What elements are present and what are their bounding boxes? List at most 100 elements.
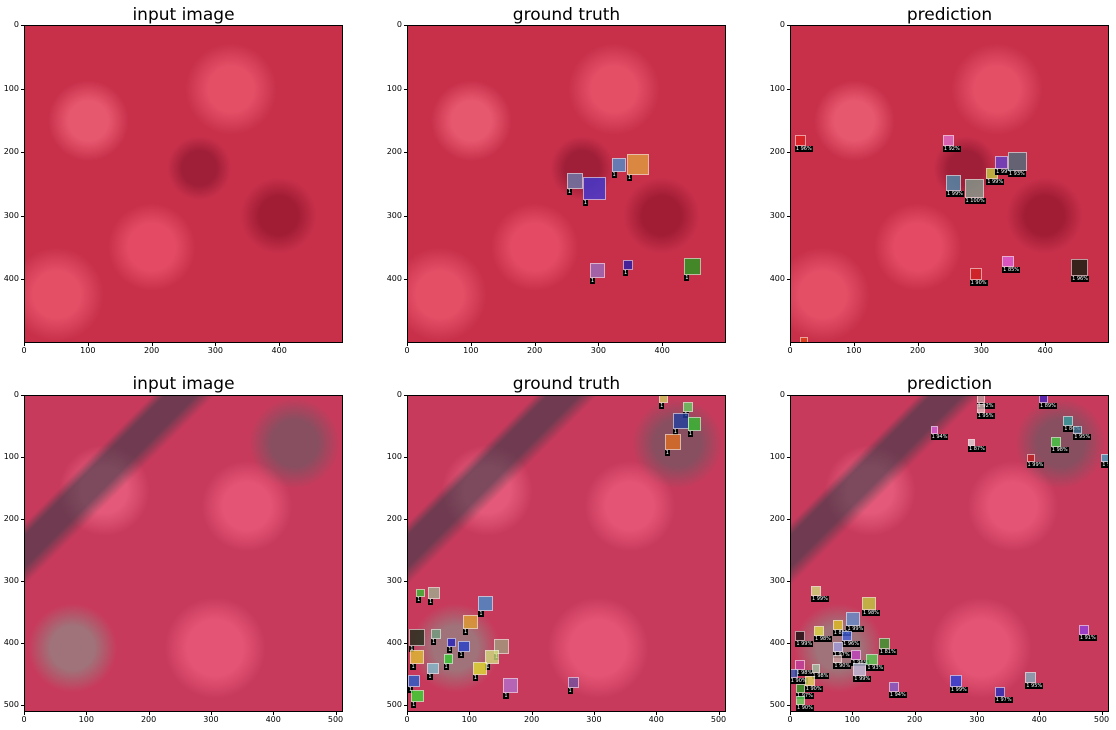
x-tick-mark <box>335 712 337 715</box>
detection-label: 1 94% <box>888 691 907 698</box>
aerial-image <box>24 395 343 712</box>
detection-label: 1 <box>416 597 422 604</box>
detection-label: 1 <box>684 274 690 281</box>
detection-label: 1 97% <box>832 651 851 658</box>
detection-box <box>472 661 487 676</box>
y-tick-mark <box>21 456 24 458</box>
detection-label: 1 93% <box>866 664 885 671</box>
x-tick-label: 400 <box>1031 715 1047 724</box>
y-tick-label: 500 <box>769 699 785 709</box>
x-tick-mark <box>662 343 664 346</box>
detection-label: 1 96% <box>1071 275 1089 282</box>
y-tick-label: 100 <box>769 451 785 461</box>
detection-label: 1 95% <box>1073 434 1092 441</box>
x-tick-label: 500 <box>327 715 344 724</box>
detection-box <box>416 588 425 598</box>
x-tick-mark <box>656 712 658 715</box>
detection-label: 1 85% <box>832 630 851 637</box>
x-tick-label: 0 <box>404 715 410 724</box>
detection-label: 1 99% <box>795 641 814 648</box>
x-tick-mark <box>598 343 600 346</box>
y-tick-mark <box>404 642 407 644</box>
detection-box <box>485 650 499 665</box>
detection-box <box>810 586 821 596</box>
detection-label: 1 <box>411 702 417 709</box>
y-tick-mark <box>404 152 407 154</box>
detection-box <box>1038 396 1048 404</box>
y-tick-label: 200 <box>769 513 785 523</box>
y-tick-label: 400 <box>3 637 19 647</box>
y-tick-mark <box>404 215 407 217</box>
detection-box <box>888 682 899 692</box>
detection-box <box>1073 425 1082 435</box>
detection-label: 1 97% <box>795 692 814 699</box>
detection-box <box>976 404 986 413</box>
x-tick-label: 100 <box>846 346 862 355</box>
detection-box <box>1071 259 1088 276</box>
detection-label: 1 96% <box>842 641 860 648</box>
y-tick-mark <box>787 518 790 520</box>
y-tick-mark <box>787 395 790 396</box>
detection-label: 1 <box>582 199 588 206</box>
detection-box <box>853 663 866 676</box>
detection-box <box>1101 453 1108 463</box>
x-tick-label: 300 <box>586 715 602 724</box>
x-tick-mark <box>87 343 89 346</box>
detection-label: 1 <box>447 646 453 653</box>
y-tick-label: 0 <box>13 390 19 399</box>
y-tick-label: 300 <box>3 575 19 585</box>
x-tick-label: 200 <box>906 715 923 724</box>
x-tick-mark <box>407 712 408 715</box>
detection-label: 1 96% <box>851 659 870 666</box>
detection-label: 1 <box>410 664 416 671</box>
detection-box <box>684 258 701 275</box>
detection-box <box>846 612 861 626</box>
y-tick-label: 200 <box>3 147 19 157</box>
x-tick-label: 0 <box>21 346 27 355</box>
detection-box <box>1007 151 1028 171</box>
y-tick-mark <box>404 279 407 281</box>
detection-box <box>878 638 891 650</box>
y-tick-mark <box>21 580 24 582</box>
y-tick-mark <box>21 518 24 520</box>
x-tick-label: 400 <box>654 346 670 355</box>
detection-label: 1 99% <box>946 190 964 197</box>
detection-box <box>795 696 805 705</box>
x-tick-label: 100 <box>78 715 94 724</box>
y-tick-mark <box>21 152 24 154</box>
detection-label: 1 <box>566 189 573 196</box>
detection-box <box>410 650 425 665</box>
detection-label: 1 92% <box>942 146 961 153</box>
x-tick-mark <box>790 343 791 346</box>
y-tick-label: 500 <box>386 699 402 709</box>
detection-label: 1 86% <box>1063 425 1082 432</box>
x-tick-label: 400 <box>1037 346 1053 355</box>
y-tick-label: 500 <box>3 699 19 709</box>
detection-label: 1 98% <box>795 670 814 677</box>
y-tick-label: 100 <box>386 451 402 461</box>
aerial-image: 1 96% 1 92% 1 99% 1 100% 1 99% 1 99% 1 93% 1 90… <box>790 25 1109 343</box>
detection-label: 1 <box>431 639 437 646</box>
y-tick-mark <box>21 279 24 281</box>
detection-box <box>967 438 976 447</box>
y-tick-label: 300 <box>769 575 785 585</box>
detection-label: 1 99% <box>853 675 872 682</box>
x-tick-mark <box>976 712 978 715</box>
detection-label: 1 95% <box>976 412 995 419</box>
panel-title: prediction <box>906 5 993 25</box>
detection-box <box>942 134 955 147</box>
detection-box <box>582 176 606 200</box>
aerial-image: 1 92% 1 95% 1 89% 1 86% 1 95% 1 94% 1 87% 1 98%… <box>790 395 1109 712</box>
detection-box <box>626 153 649 176</box>
detection-label: 1 90% <box>804 685 823 692</box>
y-tick-label: 300 <box>769 210 785 220</box>
x-tick-label: 500 <box>710 715 727 724</box>
detection-box <box>969 267 983 281</box>
detection-box <box>862 596 876 611</box>
y-tick-mark <box>787 279 790 281</box>
x-tick-label: 300 <box>203 715 219 724</box>
detection-box <box>851 649 862 660</box>
y-tick-mark <box>21 395 24 396</box>
x-tick-mark <box>148 712 150 715</box>
y-tick-label: 400 <box>3 274 19 284</box>
